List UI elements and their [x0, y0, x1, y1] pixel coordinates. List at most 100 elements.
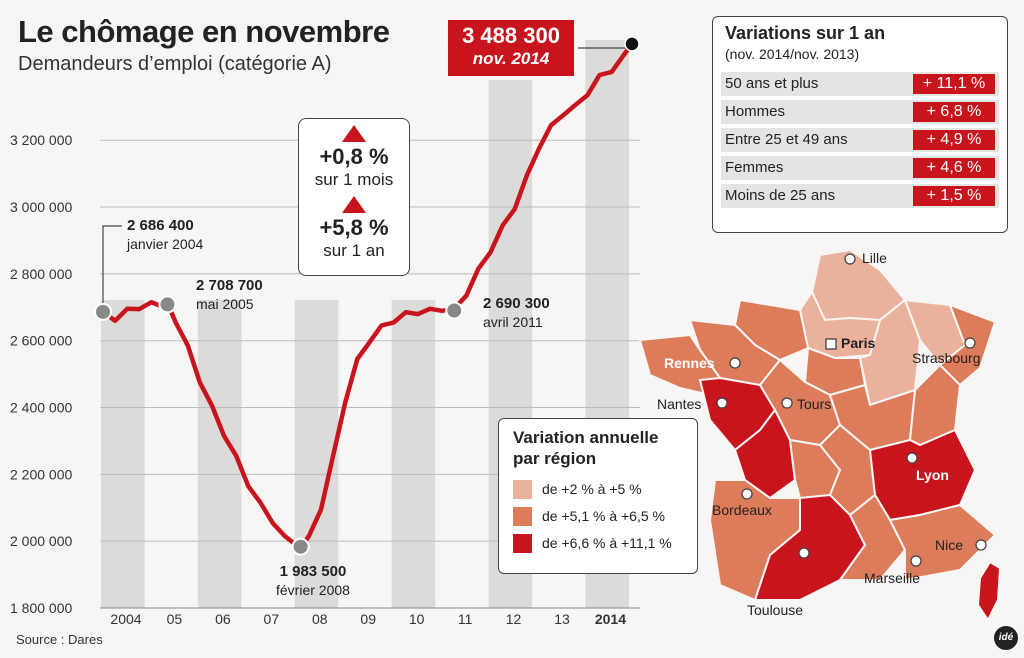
x-tick-label: 13: [554, 611, 570, 627]
city-label: Tours: [797, 396, 832, 412]
source-note: Source : Dares: [16, 632, 103, 647]
city-marker: [975, 539, 987, 551]
region-nord: [810, 248, 907, 322]
variation-label: Hommes: [725, 103, 786, 120]
variation-row: Entre 25 et 49 ans + 4,9 %: [721, 128, 999, 152]
x-tick-label: 05: [167, 611, 183, 627]
y-tick-label: 1 800 000: [10, 600, 72, 616]
x-tick-label: 08: [312, 611, 328, 627]
x-tick-label: 06: [215, 611, 231, 627]
city-label: Strasbourg: [912, 350, 981, 366]
annotation-may-2005: 2 708 700 mai 2005: [196, 276, 263, 313]
y-tick-label: 3 200 000: [10, 132, 72, 148]
city-label: Lyon: [916, 467, 949, 483]
chart-subtitle: Demandeurs d’emploi (catégorie A): [18, 53, 332, 75]
variation-row: 50 ans et plus + 11,1 %: [721, 72, 999, 96]
y-tick-label: 2 000 000: [10, 533, 72, 549]
legend-item: de +6,6 % à +11,1 %: [513, 533, 697, 553]
city-marker: [844, 253, 856, 265]
annotation-leader: [102, 225, 122, 303]
y-tick-label: 2 200 000: [10, 466, 72, 482]
annotation-feb-2008: 1 983 500 février 2008: [276, 562, 350, 599]
annotation-value: 1 983 500: [279, 563, 347, 580]
chart-title: Le chômage en novembre: [18, 14, 390, 49]
publisher-logo: idé: [994, 626, 1018, 650]
x-tick-label: 2004: [110, 611, 141, 627]
variation-value: + 11,1 %: [913, 74, 995, 94]
city-marker: [906, 452, 918, 464]
annotation-date: janvier 2004: [127, 236, 204, 252]
variation-row: Femmes + 4,6 %: [721, 156, 999, 180]
data-point: [158, 295, 177, 314]
legend-swatch: [513, 533, 532, 553]
city-label: Toulouse: [747, 602, 804, 618]
variations-title: Variations sur 1 an: [725, 23, 886, 43]
unemployment-series-line: [101, 42, 634, 551]
annual-change-label: sur 1 an: [323, 241, 385, 260]
city-marker: [910, 555, 922, 567]
legend-item: de +5,1 % à +6,5 %: [513, 506, 697, 526]
x-tick-label: 10: [409, 611, 425, 627]
variation-value: + 4,9 %: [913, 130, 995, 150]
city-marker: [716, 397, 728, 409]
city-label: Marseille: [864, 570, 921, 586]
latest-value-box: 3 488 300 nov. 2014: [448, 20, 574, 76]
city-label: Rennes: [664, 355, 715, 371]
data-point: [445, 301, 464, 320]
variation-label: 50 ans et plus: [725, 75, 819, 92]
y-tick-label: 2 800 000: [10, 266, 72, 282]
data-point-latest: [624, 36, 640, 52]
city-marker: [729, 357, 741, 369]
legend-label: de +2 % à +5 %: [542, 481, 642, 497]
variations-table: Variations sur 1 an (nov. 2014/nov. 2013…: [712, 16, 1008, 233]
annotation-value: 2 686 400: [127, 217, 194, 234]
year-band: [294, 300, 339, 608]
x-tick-label: 11: [458, 611, 473, 627]
city-label: Nice: [935, 537, 964, 553]
variations-subtitle: (nov. 2014/nov. 2013): [725, 46, 860, 62]
latest-date: nov. 2014: [472, 49, 550, 68]
legend-item: de +2 % à +5 %: [513, 479, 697, 499]
change-box: +0,8 % sur 1 mois +5,8 % sur 1 an: [298, 118, 410, 276]
legend-label: de +5,1 % à +6,5 %: [542, 508, 665, 524]
year-band: [391, 300, 436, 608]
city-marker: [781, 397, 793, 409]
map-legend: Variation annuelle par région de +2 % à +…: [498, 418, 698, 574]
up-arrow-icon: [342, 125, 366, 142]
annual-change-value: +5,8 %: [319, 215, 389, 240]
annotation-value: 2 690 300: [483, 295, 550, 312]
up-arrow-icon: [342, 196, 366, 213]
legend-swatch: [513, 506, 532, 526]
monthly-change-value: +0,8 %: [319, 144, 389, 169]
data-point: [291, 537, 310, 556]
variation-label: Moins de 25 ans: [725, 187, 836, 204]
variation-label: Femmes: [725, 159, 784, 176]
city-marker: [741, 488, 753, 500]
latest-value: 3 488 300: [462, 23, 560, 48]
annotation-date: avril 2011: [483, 314, 543, 330]
data-point: [94, 302, 112, 321]
annotation-value: 2 708 700: [196, 277, 263, 294]
annotation-date: février 2008: [276, 582, 350, 598]
variation-value: + 1,5 %: [913, 186, 995, 206]
city-label: Paris: [841, 335, 876, 351]
legend-swatch: [513, 479, 532, 499]
legend-title: Variation annuelle: [513, 428, 659, 447]
x-tick-label: 07: [264, 611, 280, 627]
annotation-date: mai 2005: [196, 296, 254, 312]
annotation-apr-2011: 2 690 300 avril 2011: [483, 294, 550, 331]
y-tick-label: 2 600 000: [10, 333, 72, 349]
year-band: [101, 300, 145, 608]
city-marker: [798, 547, 810, 559]
variation-value: + 4,6 %: [913, 158, 995, 178]
region-corse: [976, 560, 1002, 622]
monthly-change-label: sur 1 mois: [314, 170, 394, 189]
x-tick-label: 09: [360, 611, 376, 627]
x-tick-label: 2014: [595, 611, 626, 627]
legend-title: par région: [513, 449, 597, 468]
region-languedoc: [838, 493, 907, 581]
france-region-map: [638, 248, 1002, 622]
annotation-jan-2004: 2 686 400 janvier 2004: [127, 216, 203, 253]
x-tick-label: 12: [506, 611, 522, 627]
